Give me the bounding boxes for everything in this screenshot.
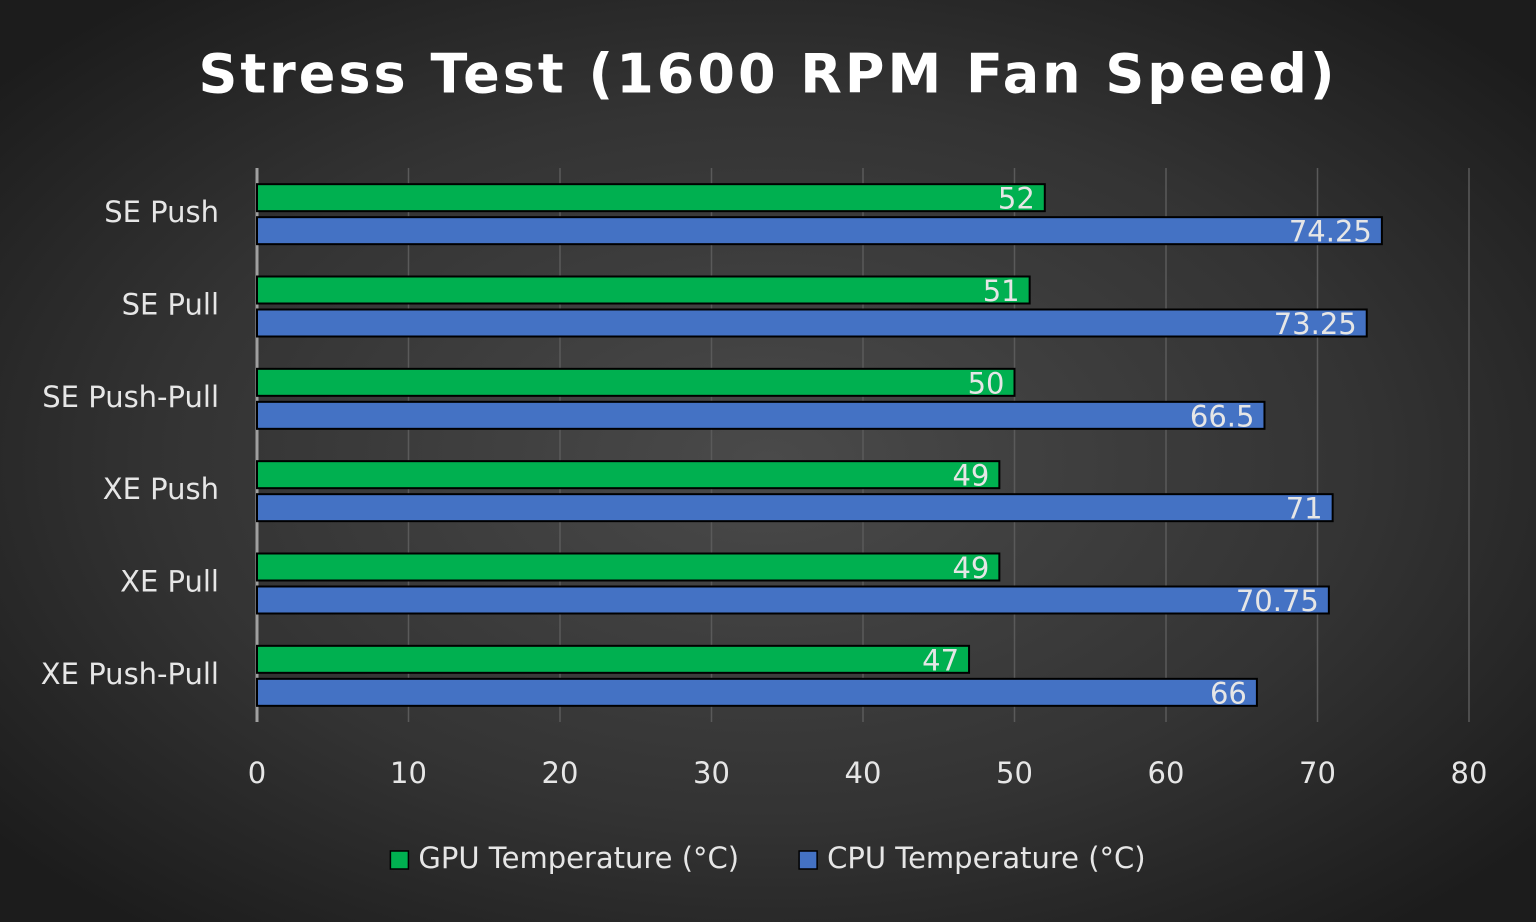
data-label: 74.25 bbox=[1289, 215, 1372, 249]
bar bbox=[256, 367, 1016, 397]
bar bbox=[256, 460, 1001, 490]
bar bbox=[256, 644, 971, 674]
x-tick-label: 30 bbox=[693, 756, 730, 790]
bar bbox=[256, 552, 1001, 582]
data-label: 47 bbox=[922, 643, 959, 677]
x-tick-label: 70 bbox=[1299, 756, 1336, 790]
chart-title: Stress Test (1600 RPM Fan Speed) bbox=[198, 43, 1337, 106]
y-tick-label: XE Pull bbox=[120, 565, 219, 599]
data-label: 52 bbox=[998, 182, 1035, 216]
bar bbox=[256, 400, 1266, 430]
bar bbox=[256, 216, 1383, 246]
bar bbox=[256, 183, 1046, 213]
bar bbox=[256, 308, 1368, 338]
legend-swatch bbox=[389, 850, 410, 870]
data-label: 71 bbox=[1286, 492, 1323, 526]
data-label: 66.5 bbox=[1190, 399, 1255, 433]
bar bbox=[256, 275, 1031, 305]
bar bbox=[256, 585, 1330, 615]
data-label: 51 bbox=[983, 274, 1020, 308]
data-label: 66 bbox=[1210, 676, 1247, 710]
y-tick-label: XE Push-Pull bbox=[41, 657, 219, 691]
data-label: 49 bbox=[952, 459, 989, 493]
x-tick-label: 50 bbox=[996, 756, 1033, 790]
legend-label: GPU Temperature (°C) bbox=[418, 841, 739, 875]
y-tick-label: SE Pull bbox=[122, 288, 219, 322]
bar bbox=[256, 493, 1334, 523]
x-tick-label: 0 bbox=[248, 756, 266, 790]
data-label: 50 bbox=[968, 366, 1005, 400]
x-tick-label: 60 bbox=[1148, 756, 1185, 790]
y-tick-label: XE Push bbox=[103, 472, 219, 506]
bar bbox=[256, 677, 1258, 707]
x-tick-label: 10 bbox=[390, 756, 427, 790]
data-label: 73.25 bbox=[1274, 307, 1357, 341]
data-label: 70.75 bbox=[1236, 584, 1319, 618]
legend-swatch bbox=[798, 850, 818, 870]
x-tick-label: 40 bbox=[845, 756, 882, 790]
data-label: 49 bbox=[952, 551, 989, 585]
x-tick-label: 20 bbox=[542, 756, 579, 790]
x-tick-label: 80 bbox=[1451, 756, 1488, 790]
y-tick-label: SE Push bbox=[104, 195, 219, 229]
y-tick-label: SE Push-Pull bbox=[42, 380, 219, 414]
legend-label: CPU Temperature (°C) bbox=[827, 841, 1145, 875]
